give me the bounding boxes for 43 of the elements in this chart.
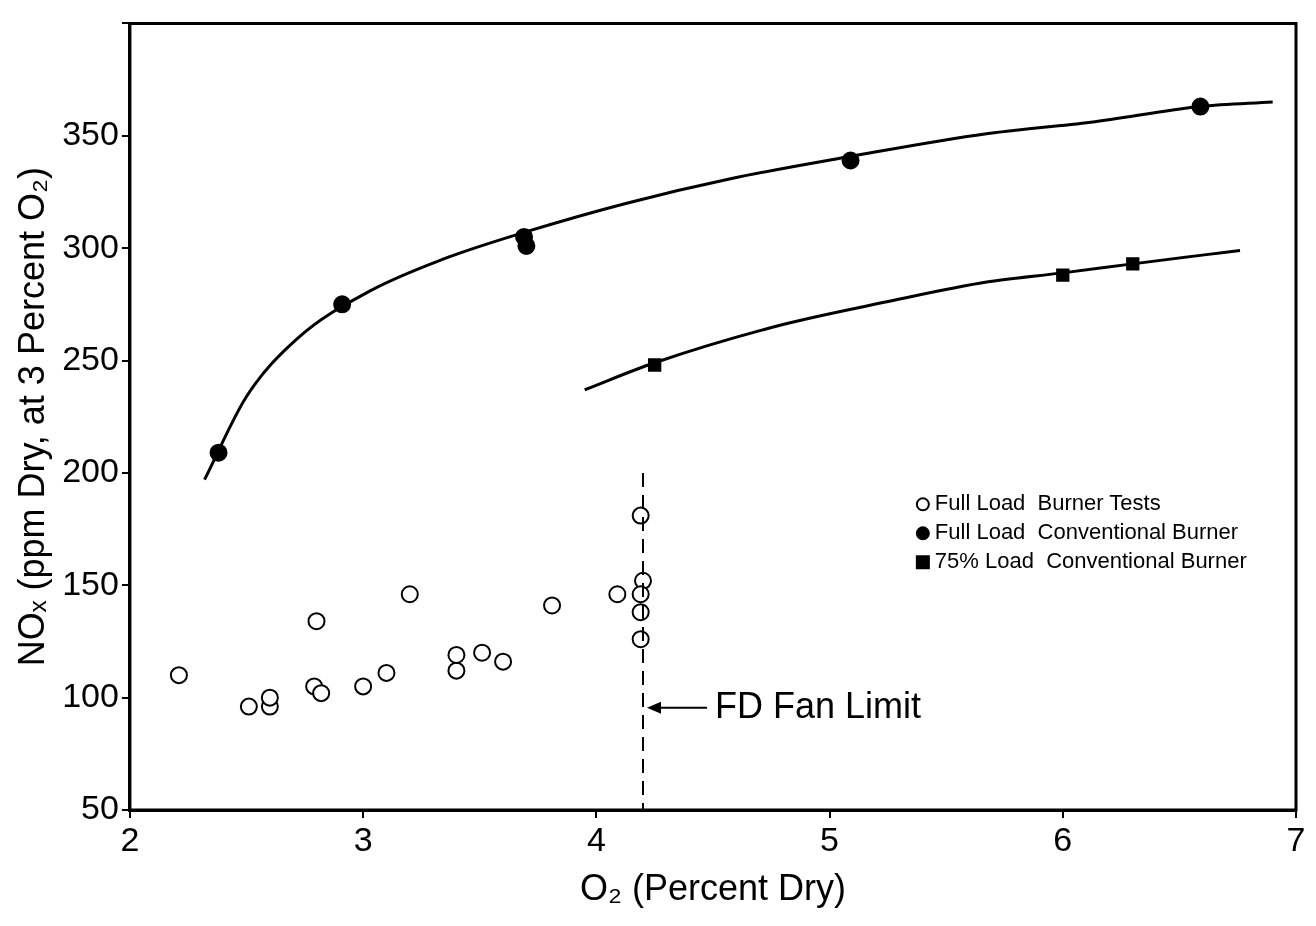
point	[473, 643, 492, 662]
point	[260, 688, 279, 707]
point	[377, 663, 396, 682]
point	[312, 684, 331, 703]
y-tick-label: 50	[81, 788, 119, 827]
point	[631, 506, 650, 525]
legend-label: Full Load Conventional Burner	[934, 519, 1239, 545]
y-tick-label: 300	[62, 226, 119, 265]
x-tick-label: 5	[820, 819, 840, 858]
y-tick-label: 350	[62, 114, 119, 153]
point	[333, 295, 352, 314]
point	[400, 585, 419, 604]
point	[841, 151, 860, 170]
legend-label: Full Load Burner Tests	[934, 490, 1161, 516]
point	[447, 645, 466, 664]
point	[239, 697, 258, 716]
point	[543, 596, 562, 615]
point	[631, 630, 650, 649]
x-tick-label: 2	[120, 819, 140, 858]
line-series	[583, 248, 1242, 392]
point	[307, 612, 326, 631]
point	[447, 661, 466, 680]
legend-label: 75% Load Conventional Burner	[934, 548, 1247, 574]
point	[354, 677, 373, 696]
y-tick-label: 150	[62, 563, 119, 602]
point	[1191, 97, 1210, 116]
y-axis-title: NOₓ (ppm Dry, at 3 Percent O₂)	[10, 167, 52, 667]
point	[1056, 268, 1070, 282]
x-axis-title: O₂ (Percent Dry)	[579, 867, 846, 909]
point	[169, 666, 188, 685]
y-tick-label: 200	[62, 451, 119, 490]
point	[608, 585, 627, 604]
ref-line-label: FD Fan Limit	[715, 684, 922, 726]
x-tick-label: 4	[586, 819, 606, 858]
point	[1126, 257, 1140, 271]
point	[494, 652, 513, 671]
x-tick-label: 3	[353, 819, 373, 858]
point	[209, 443, 228, 462]
y-tick-label: 100	[62, 676, 119, 714]
y-tick-label: 250	[62, 338, 119, 377]
x-tick-label: 7	[1286, 819, 1306, 858]
point	[648, 358, 662, 372]
x-tick-label: 6	[1053, 819, 1073, 858]
